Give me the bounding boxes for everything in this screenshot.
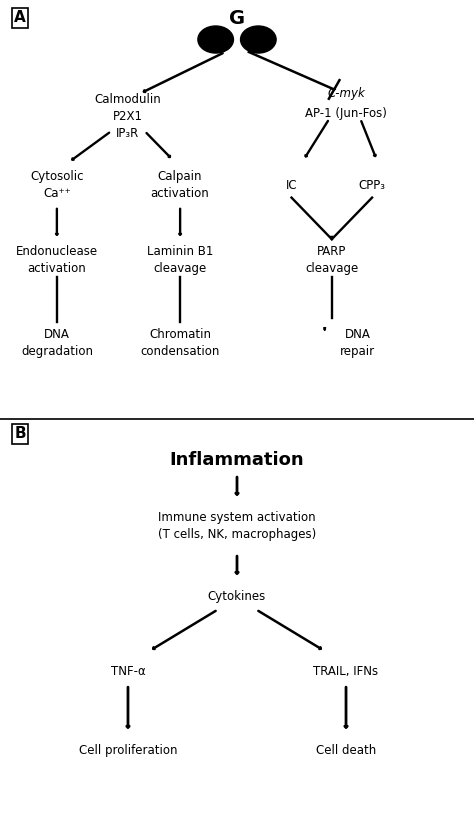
Text: PARP
cleavage: PARP cleavage (305, 245, 358, 275)
Text: B: B (14, 426, 26, 442)
Text: Calpain
activation: Calpain activation (151, 170, 210, 201)
Text: G: G (229, 9, 245, 28)
Text: Inflammation: Inflammation (170, 451, 304, 468)
Ellipse shape (198, 26, 233, 53)
Ellipse shape (241, 26, 276, 53)
Text: Immune system activation
(T cells, NK, macrophages): Immune system activation (T cells, NK, m… (158, 511, 316, 542)
Text: C-myk: C-myk (327, 87, 365, 100)
Text: Cytokines: Cytokines (208, 591, 266, 603)
Text: DNA
repair: DNA repair (340, 328, 375, 359)
Text: Endonuclease
activation: Endonuclease activation (16, 245, 98, 275)
Text: Chromatin
condensation: Chromatin condensation (140, 328, 220, 359)
Text: Cell proliferation: Cell proliferation (79, 745, 177, 757)
Text: IC: IC (286, 179, 297, 191)
Text: Cytosolic
Ca⁺⁺: Cytosolic Ca⁺⁺ (30, 170, 83, 201)
Text: Calmodulin
P2X1
IP₃R: Calmodulin P2X1 IP₃R (95, 93, 161, 140)
Text: DNA
degradation: DNA degradation (21, 328, 93, 359)
Text: A: A (14, 11, 26, 26)
Text: Cell death: Cell death (316, 745, 376, 757)
Text: AP-1 (Jun-Fos): AP-1 (Jun-Fos) (305, 106, 387, 120)
Text: TNF-α: TNF-α (110, 666, 146, 678)
Text: CPP₃: CPP₃ (359, 179, 385, 191)
Text: TRAIL, IFNs: TRAIL, IFNs (313, 666, 379, 678)
Text: Laminin B1
cleavage: Laminin B1 cleavage (147, 245, 213, 275)
